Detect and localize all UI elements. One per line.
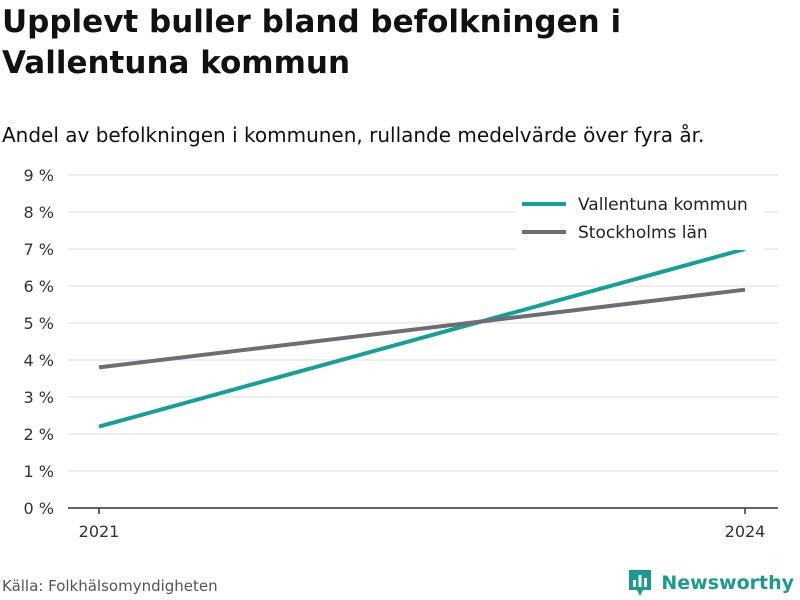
legend-label: Vallentuna kommun xyxy=(578,195,748,215)
legend-label: Stockholms län xyxy=(578,223,708,243)
x-axis: 2021 2024 xyxy=(68,507,778,541)
y-tick-label: 0 % xyxy=(24,499,54,518)
y-tick-label: 7 % xyxy=(24,240,54,259)
y-tick-label: 4 % xyxy=(24,351,54,370)
y-tick-label: 6 % xyxy=(24,277,54,296)
y-tick-label: 8 % xyxy=(24,203,54,222)
y-tick-label: 3 % xyxy=(24,388,54,407)
series-lines xyxy=(98,247,746,429)
y-tick-label: 9 % xyxy=(24,166,54,185)
source-note: Källa: Folkhälsomyndigheten xyxy=(2,577,218,595)
legend-background xyxy=(516,188,764,250)
y-tick-label: 2 % xyxy=(24,425,54,444)
y-axis: 0 % 1 % 2 % 3 % 4 % 5 % 6 % 7 % 8 % 9 % xyxy=(24,166,54,518)
chart-subtitle: Andel av befolkningen i kommunen, rullan… xyxy=(2,123,705,147)
brand-name: Newsworthy xyxy=(661,572,794,594)
series-line xyxy=(98,287,746,370)
x-tick-label: 2021 xyxy=(79,522,120,541)
y-tick-label: 1 % xyxy=(24,462,54,481)
brand-logo: Newsworthy xyxy=(627,568,794,598)
chart-title: Upplevt buller bland befolkningen i Vall… xyxy=(2,4,622,81)
grid-lines xyxy=(68,174,778,472)
legend: Vallentuna kommun Stockholms län xyxy=(516,188,764,250)
bar-chart-logo-icon xyxy=(629,570,652,596)
x-tick-label: 2024 xyxy=(725,522,766,541)
series-line xyxy=(98,247,746,429)
y-tick-label: 5 % xyxy=(24,314,54,333)
